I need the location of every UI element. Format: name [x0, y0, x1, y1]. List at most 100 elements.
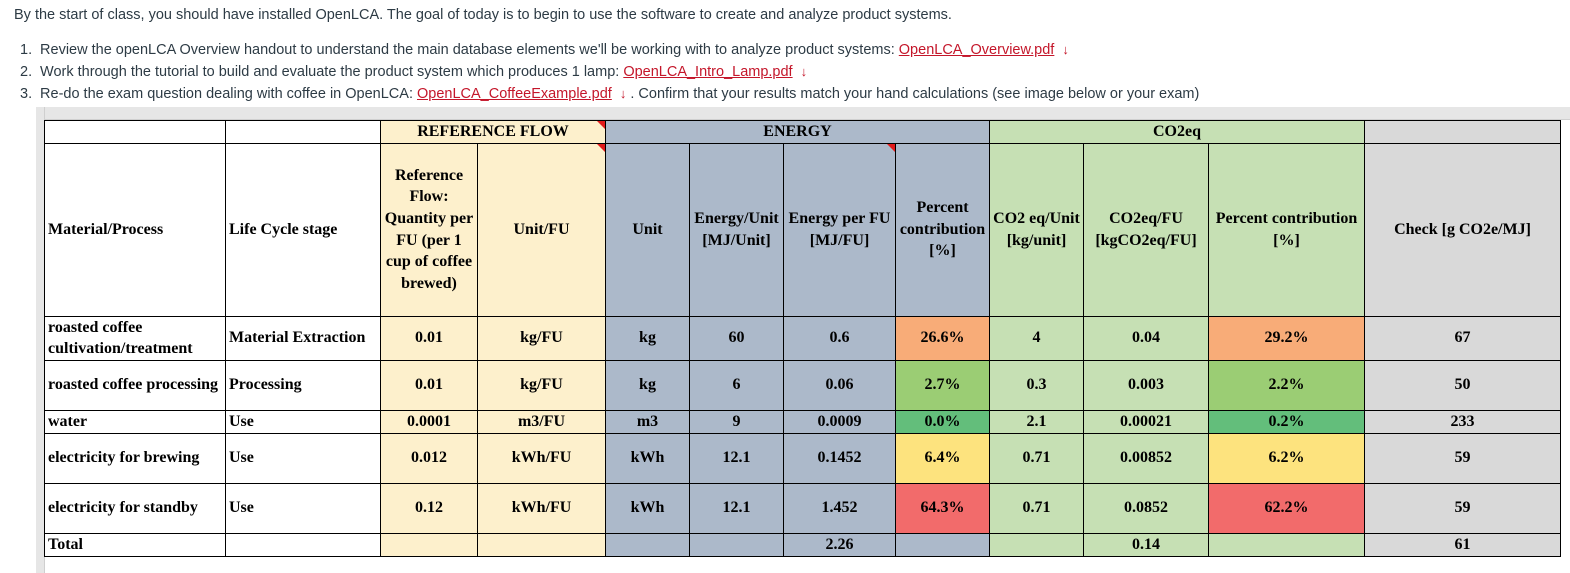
- cell-stage: Material Extraction: [225, 315, 381, 361]
- total-label: Total: [44, 532, 226, 557]
- table-row: water Use 0.0001 m3/FU m3 9 0.0009 0.0% 2.1 0.000…: [44, 409, 1561, 434]
- cell-unit: kg: [605, 359, 690, 411]
- total-blank: [605, 532, 690, 557]
- total-blank: [225, 532, 381, 557]
- lca-table: REFERENCE FLOW ENERGY CO2eq Material/Pro…: [44, 120, 1561, 557]
- blank-header-cell: [225, 120, 381, 144]
- cell-qty: 0.12: [380, 482, 478, 534]
- cell-material: electricity for brewing: [44, 432, 226, 484]
- step-text: Re-do the exam question dealing with cof…: [40, 86, 413, 102]
- cell-e-unit: 60: [689, 315, 784, 361]
- cell-material: water: [44, 409, 226, 434]
- download-icon[interactable]: ↓: [800, 64, 808, 79]
- cell-e-unit: 9: [689, 409, 784, 434]
- total-check: 61: [1364, 532, 1561, 557]
- table-row: roasted coffee cultivation/treatment Mate…: [44, 315, 1561, 361]
- cell-e-fu: 0.0009: [783, 409, 896, 434]
- total-co2-fu: 0.14: [1083, 532, 1209, 557]
- cell-qty: 0.01: [380, 315, 478, 361]
- step-text-after: . Confirm that your results match your h…: [630, 86, 1200, 102]
- header-co2-unit: CO2 eq/Unit [kg/unit]: [989, 142, 1084, 317]
- cell-c-pct: 0.2%: [1208, 409, 1365, 434]
- cell-check: 233: [1364, 409, 1561, 434]
- cell-material: roasted coffee processing: [44, 359, 226, 411]
- cell-c-unit: 0.71: [989, 482, 1084, 534]
- cell-check: 67: [1364, 315, 1561, 361]
- cell-c-unit: 0.3: [989, 359, 1084, 411]
- cell-c-pct: 29.2%: [1208, 315, 1365, 361]
- blank-header-cell: [44, 120, 226, 144]
- cell-e-fu: 0.1452: [783, 432, 896, 484]
- spreadsheet-image: REFERENCE FLOW ENERGY CO2eq Material/Pro…: [36, 107, 1570, 573]
- overview-pdf-link[interactable]: OpenLCA_Overview.pdf: [898, 42, 1055, 58]
- table-row: electricity for brewing Use 0.012 kWh/FU kWh…: [44, 432, 1561, 484]
- step-text: Work through the tutorial to build and e…: [40, 64, 620, 80]
- download-icon[interactable]: ↓: [619, 86, 627, 101]
- cell-e-unit: 12.1: [689, 482, 784, 534]
- total-blank: [689, 532, 784, 557]
- header-energy-unit: Energy/Unit [MJ/Unit]: [689, 142, 784, 317]
- header-unit-fu: Unit/FU: [477, 142, 606, 317]
- cell-stage: Use: [225, 409, 381, 434]
- cell-c-pct: 2.2%: [1208, 359, 1365, 411]
- cell-qty: 0.0001: [380, 409, 478, 434]
- cell-qty: 0.012: [380, 432, 478, 484]
- header-energy-fu: Energy per FU [MJ/FU]: [783, 142, 896, 317]
- cell-unit: kWh: [605, 482, 690, 534]
- group-energy: ENERGY: [605, 120, 990, 144]
- header-co2-fu: CO2eq/FU [kgCO2eq/FU]: [1083, 142, 1209, 317]
- cell-e-fu: 0.06: [783, 359, 896, 411]
- cell-unit-fu: kWh/FU: [477, 482, 606, 534]
- cell-unit-fu: kg/FU: [477, 315, 606, 361]
- cell-check: 59: [1364, 482, 1561, 534]
- header-co2-pct: Percent contribution [%]: [1208, 142, 1365, 317]
- group-co2: CO2eq: [989, 120, 1365, 144]
- cell-c-fu: 0.0852: [1083, 482, 1209, 534]
- header-energy-pct: Percent contribution [%]: [895, 142, 990, 317]
- cell-e-fu: 0.6: [783, 315, 896, 361]
- cell-e-unit: 12.1: [689, 432, 784, 484]
- cell-e-fu: 1.452: [783, 482, 896, 534]
- cell-stage: Processing: [225, 359, 381, 411]
- cell-e-pct: 0.0%: [895, 409, 990, 434]
- cell-stage: Use: [225, 482, 381, 534]
- cell-e-pct: 6.4%: [895, 432, 990, 484]
- cell-stage: Use: [225, 432, 381, 484]
- total-blank: [380, 532, 478, 557]
- step-item: 2. Work through the tutorial to build an…: [20, 61, 1199, 83]
- cell-material: electricity for standby: [44, 482, 226, 534]
- cell-check: 50: [1364, 359, 1561, 411]
- header-stage: Life Cycle stage: [225, 142, 381, 317]
- cell-c-unit: 4: [989, 315, 1084, 361]
- header-ref-qty: Reference Flow: Quantity per FU (per 1 c…: [380, 142, 478, 317]
- intro-text: By the start of class, you should have i…: [14, 7, 952, 23]
- lamp-pdf-link[interactable]: OpenLCA_Intro_Lamp.pdf: [623, 64, 793, 80]
- total-blank: [1208, 532, 1365, 557]
- cell-unit-fu: m3/FU: [477, 409, 606, 434]
- step-item: 3. Re-do the exam question dealing with …: [20, 83, 1200, 105]
- table-row: electricity for standby Use 0.12 kWh/FU kWh 1…: [44, 482, 1561, 534]
- cell-unit-fu: kg/FU: [477, 359, 606, 411]
- cell-unit-fu: kWh/FU: [477, 432, 606, 484]
- cell-c-fu: 0.003: [1083, 359, 1209, 411]
- total-energy-fu: 2.26: [783, 532, 896, 557]
- cell-c-pct: 62.2%: [1208, 482, 1365, 534]
- cell-c-fu: 0.00021: [1083, 409, 1209, 434]
- total-blank: [477, 532, 606, 557]
- cell-material: roasted coffee cultivation/treatment: [44, 315, 226, 361]
- total-blank: [989, 532, 1084, 557]
- cell-c-fu: 0.00852: [1083, 432, 1209, 484]
- cell-c-unit: 0.71: [989, 432, 1084, 484]
- total-blank: [895, 532, 990, 557]
- step-item: 1. Review the openLCA Overview handout t…: [20, 39, 1199, 61]
- cell-e-unit: 6: [689, 359, 784, 411]
- download-icon[interactable]: ↓: [1062, 42, 1069, 57]
- coffee-pdf-link[interactable]: OpenLCA_CoffeeExample.pdf: [417, 86, 612, 102]
- cell-e-pct: 2.7%: [895, 359, 990, 411]
- group-reference-flow: REFERENCE FLOW: [380, 120, 606, 144]
- table-row: roasted coffee processing Processing 0.01 k…: [44, 359, 1561, 411]
- cell-e-pct: 26.6%: [895, 315, 990, 361]
- cell-qty: 0.01: [380, 359, 478, 411]
- header-unit: Unit: [605, 142, 690, 317]
- cell-c-unit: 2.1: [989, 409, 1084, 434]
